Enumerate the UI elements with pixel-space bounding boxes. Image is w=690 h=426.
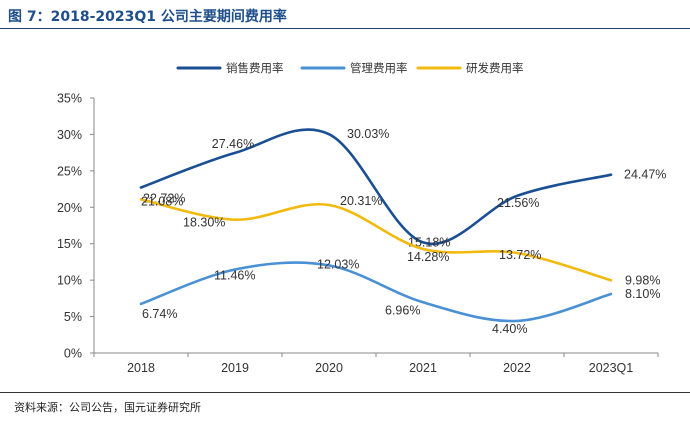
- data-label-admin: 8.10%: [625, 287, 660, 301]
- data-label-admin: 6.74%: [142, 307, 177, 321]
- x-tick-label: 2020: [315, 361, 343, 375]
- line-chart: 0% 5% 10% 15% 20% 25% 30% 35% 2018 2019 2020 2021 20…: [57, 61, 666, 375]
- data-label-admin: 12.03%: [317, 257, 359, 271]
- data-label-admin: 6.96%: [385, 303, 420, 317]
- data-label-sales: 30.03%: [347, 127, 389, 141]
- series-line-rnd: [139, 198, 613, 282]
- legend-label-sales: 销售费用率: [226, 61, 284, 75]
- data-label-rnd: 9.98%: [625, 273, 660, 287]
- data-label-admin: 4.40%: [492, 322, 527, 336]
- y-tick-label: 10%: [57, 274, 82, 288]
- data-label-rnd: 20.31%: [340, 194, 382, 208]
- x-tick-label: 2019: [221, 361, 249, 375]
- data-label-sales: 27.46%: [212, 137, 254, 151]
- y-tick-label: 25%: [57, 164, 82, 178]
- data-label-rnd: 13.72%: [499, 248, 541, 262]
- x-tick-label: 2018: [127, 361, 155, 375]
- y-tick-label: 15%: [57, 237, 82, 251]
- legend-label-admin: 管理费用率: [350, 61, 408, 75]
- data-label-rnd: 18.30%: [183, 216, 225, 230]
- x-tick-label: 2022: [503, 361, 531, 375]
- data-label-admin: 11.46%: [214, 269, 255, 283]
- source-note: 资料来源：公司公告，国元证券研究所: [14, 401, 201, 414]
- y-tick-label: 20%: [57, 201, 82, 215]
- series-line-sales: [139, 128, 613, 246]
- x-tick-label: 2021: [409, 361, 437, 375]
- series-line-admin: [139, 261, 613, 323]
- title-rule: [0, 28, 690, 29]
- data-label-rnd: 14.28%: [407, 250, 449, 264]
- x-tick-label: 2023Q1: [589, 361, 634, 375]
- legend-label-rnd: 研发费用率: [466, 61, 524, 75]
- data-label-sales: 21.56%: [497, 196, 539, 210]
- data-label-sales: 15.18%: [408, 235, 450, 249]
- y-tick-label: 35%: [57, 92, 82, 106]
- data-label-sales: 24.47%: [624, 168, 666, 182]
- figure-title: 图 7：2018-2023Q1 公司主要期间费用率: [8, 9, 287, 25]
- y-tick-label: 0%: [64, 347, 82, 361]
- y-tick-label: 30%: [57, 128, 82, 142]
- footer-rule: [0, 392, 690, 393]
- y-tick-label: 5%: [64, 310, 82, 324]
- data-label-rnd: 21.08%: [141, 194, 183, 208]
